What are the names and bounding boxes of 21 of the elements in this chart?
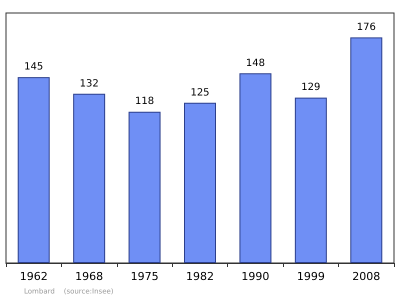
data-label: 132: [80, 78, 99, 90]
x-tick-label: 1968: [75, 270, 104, 283]
x-tick-label: 1999: [296, 270, 325, 283]
bar: [128, 112, 161, 263]
data-label: 145: [24, 62, 44, 73]
data-label: 148: [246, 58, 265, 69]
data-label: 125: [190, 87, 210, 98]
x-tick-label: 1990: [241, 270, 270, 283]
bar: [18, 77, 50, 263]
x-tick-label: 2008: [352, 270, 380, 283]
bar: [294, 98, 327, 263]
x-tick-label: 1975: [130, 270, 159, 283]
bar: [184, 102, 216, 263]
data-label: 129: [301, 82, 320, 94]
bar: [239, 73, 272, 263]
data-label: 118: [135, 96, 154, 108]
bar: [73, 94, 106, 263]
bar: [350, 37, 382, 263]
x-tick-label: 1962: [20, 270, 48, 283]
data-label: 176: [356, 22, 376, 33]
x-tick-label: 1982: [186, 270, 214, 283]
